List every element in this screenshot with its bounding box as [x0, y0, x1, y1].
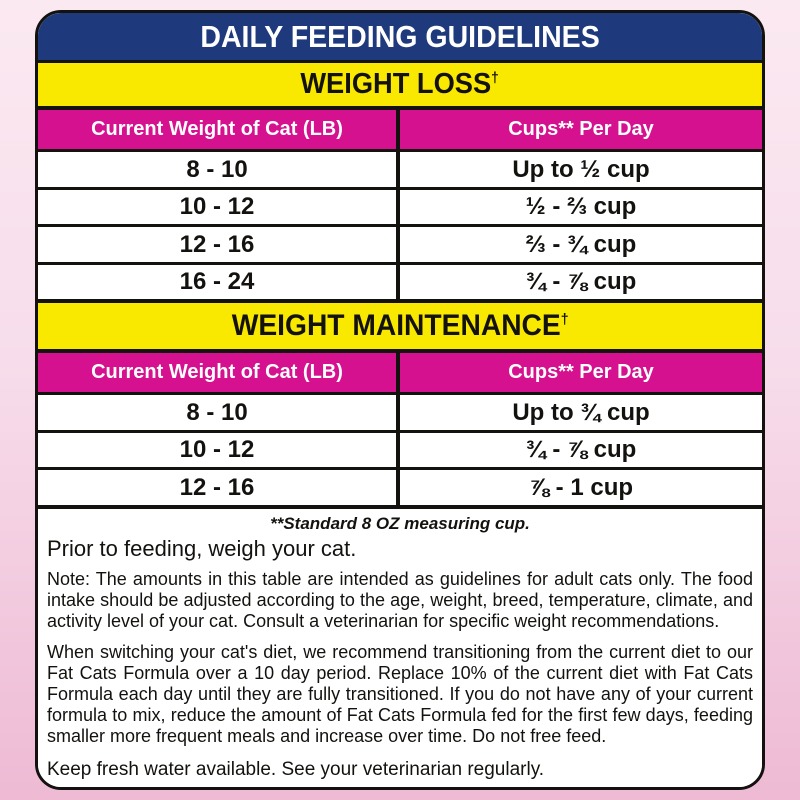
notes-section: **Standard 8 OZ measuring cup. Prior to …: [38, 505, 762, 787]
column-header-weight: Current Weight of Cat (LB): [38, 109, 400, 150]
dagger-symbol: †: [491, 70, 500, 87]
fresh-water-text: Keep fresh water available. See your vet…: [47, 759, 545, 781]
table-row: 10 - 12 ½ - ⅔ cup: [38, 186, 762, 225]
cups-cell: Up to ¾ cup: [512, 398, 650, 426]
weight-range-cell: 12 - 16: [38, 470, 400, 506]
prior-to-feeding-text: Prior to feeding, weigh your cat.: [47, 536, 357, 562]
weight-range-cell: 12 - 16: [38, 227, 400, 262]
weight-maintenance-table-header: Current Weight of Cat (LB) Cups** Per Da…: [38, 348, 762, 393]
measuring-cup-footnote: **Standard 8 OZ measuring cup.: [270, 514, 530, 534]
cups-cell: ⅞ - 1 cup: [528, 473, 634, 501]
dagger-symbol: †: [560, 311, 569, 329]
table-row: 16 - 24 ¾ - ⅞ cup: [38, 261, 762, 300]
cups-cell: ¾ - ⅞ cup: [525, 268, 637, 296]
weight-range-cell: 16 - 24: [38, 264, 400, 300]
cups-cell: ½ - ⅔ cup: [525, 193, 637, 221]
weight-range-cell: 10 - 12: [38, 189, 400, 225]
table-row: 12 - 16 ⅔ - ¾ cup: [38, 224, 762, 262]
table-row: 8 - 10 Up to ½ cup: [38, 149, 762, 187]
weight-loss-title: WEIGHT LOSS: [300, 68, 492, 101]
weight-range-cell: 8 - 10: [38, 152, 400, 187]
weight-range-cell: 8 - 10: [38, 395, 400, 430]
cups-cell: ⅔ - ¾ cup: [525, 230, 637, 258]
page-title: DAILY FEEDING GUIDELINES: [200, 18, 600, 54]
column-header-weight: Current Weight of Cat (LB): [38, 352, 400, 393]
feeding-guidelines-card: DAILY FEEDING GUIDELINES WEIGHT LOSS† Cu…: [35, 10, 765, 790]
weight-maintenance-title: WEIGHT MAINTENANCE: [231, 309, 561, 343]
weight-loss-table-header: Current Weight of Cat (LB) Cups** Per Da…: [38, 105, 762, 150]
column-header-cups: Cups** Per Day: [508, 118, 654, 141]
column-header-cups: Cups** Per Day: [508, 361, 654, 384]
cups-cell: Up to ½ cup: [512, 155, 650, 183]
table-row: 10 - 12 ¾ - ⅞ cup: [38, 429, 762, 468]
note-paragraph: Note: The amounts in this table are inte…: [47, 569, 753, 632]
cups-cell: ¾ - ⅞ cup: [525, 436, 637, 464]
main-title-banner: DAILY FEEDING GUIDELINES: [38, 13, 762, 61]
table-row: 12 - 16 ⅞ - 1 cup: [38, 467, 762, 506]
switching-diet-paragraph: When switching your cat's diet, we recom…: [47, 642, 753, 747]
table-row: 8 - 10 Up to ¾ cup: [38, 392, 762, 430]
weight-range-cell: 10 - 12: [38, 432, 400, 468]
section-banner-weight-loss: WEIGHT LOSS†: [38, 60, 762, 106]
section-banner-weight-maintenance: WEIGHT MAINTENANCE†: [38, 299, 762, 349]
